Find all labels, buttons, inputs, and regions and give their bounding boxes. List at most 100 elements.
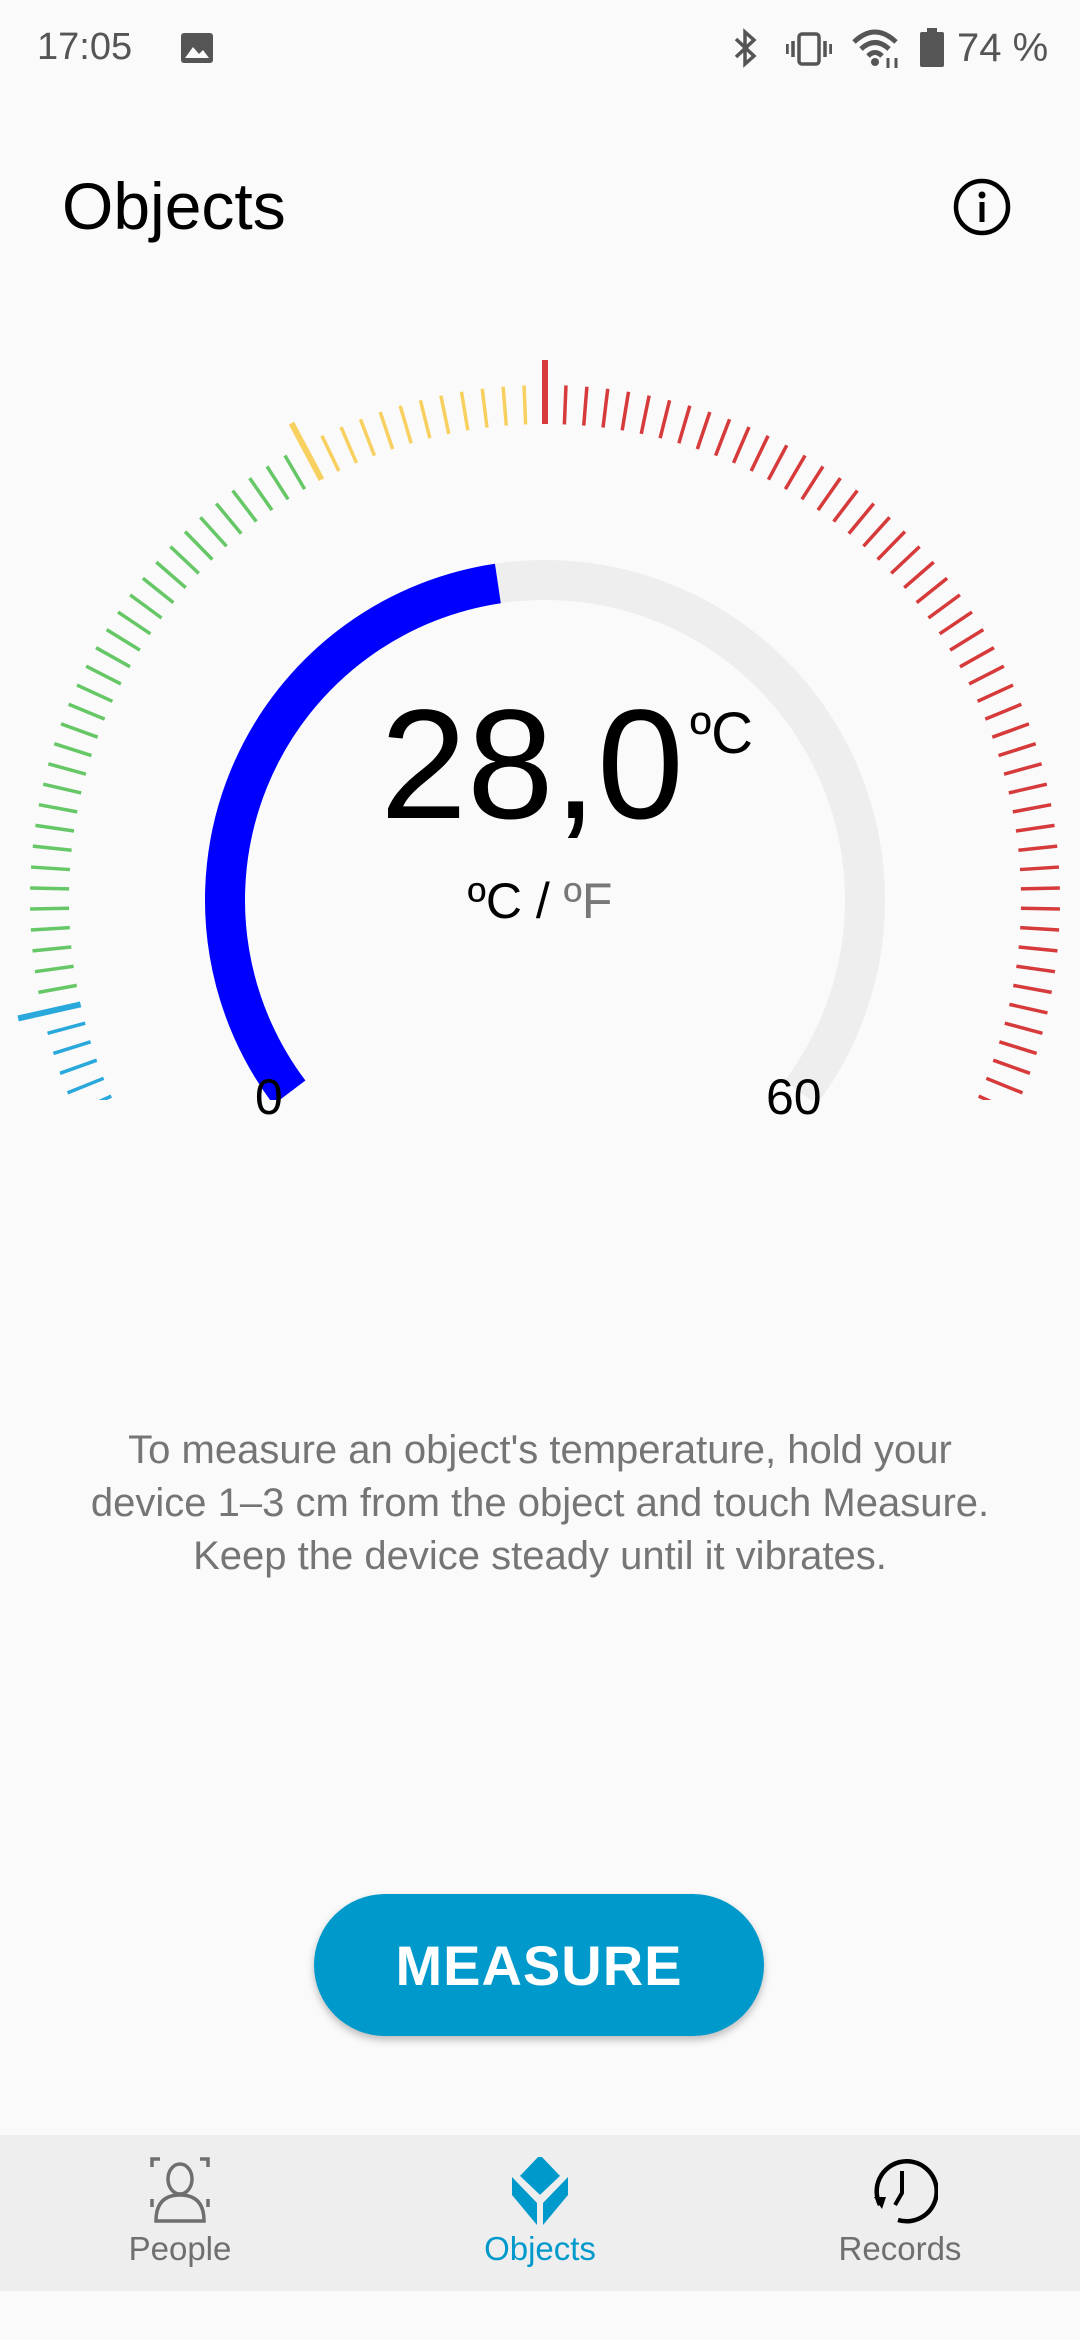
gauge-tick: [1012, 802, 1052, 814]
gauge-tick: [398, 405, 413, 444]
gauge-tick: [30, 906, 70, 911]
gauge-progress-arc: [205, 563, 501, 1100]
bluetooth-icon: [734, 28, 757, 68]
vibrate-icon: [786, 32, 832, 66]
unit-fahrenheit[interactable]: ºF: [563, 873, 613, 929]
gauge-tick: [30, 925, 70, 932]
gauge-tick: [320, 435, 341, 472]
gauge-tick: [1008, 782, 1048, 795]
gauge-tick: [98, 1094, 113, 1100]
gauge-tick: [183, 530, 214, 561]
history-clock-icon: [874, 2159, 938, 2224]
gauge-tick: [639, 395, 651, 435]
gauge-max-label: 60: [766, 1069, 822, 1125]
gauge-tick: [459, 391, 470, 431]
measure-button[interactable]: MEASURE: [314, 1894, 764, 2036]
gauge-tick: [977, 1094, 992, 1100]
gauge-tick: [658, 399, 672, 439]
unit-separator: /: [521, 873, 564, 929]
gauge-tick: [30, 886, 70, 891]
gauge-tick: [984, 702, 1023, 721]
nav-item-objects[interactable]: Objects: [360, 2135, 720, 2291]
gauge-tick: [358, 418, 377, 457]
gauge-tick: [938, 610, 973, 636]
gauge-tick: [731, 426, 751, 464]
gauge-tick: [199, 516, 228, 548]
gauge-tick: [976, 683, 1014, 703]
gauge-tick: [47, 1021, 86, 1035]
person-scan-icon: [150, 2157, 210, 2223]
gauge-tick: [378, 411, 395, 450]
gauge-tick: [1004, 1021, 1043, 1035]
gauge-tick: [60, 722, 99, 739]
gauge-tick: [903, 560, 935, 590]
gauge-tick: [52, 1040, 92, 1056]
gauge-tick: [129, 593, 163, 620]
gauge-tick: [998, 1040, 1038, 1056]
gauge-tick: [766, 444, 789, 481]
nav-item-people[interactable]: People: [0, 2135, 360, 2291]
gauge-tick: [1018, 945, 1058, 953]
gauge-tick: [713, 418, 732, 457]
gauge-tick: [749, 435, 770, 472]
gauge-tick: [562, 385, 568, 425]
gauge-tick: [418, 399, 432, 439]
gauge-tick: [1003, 762, 1043, 776]
page-title: Objects: [62, 169, 286, 243]
gauge-tick: [876, 530, 907, 561]
gauge-tick: [1020, 886, 1060, 891]
gauge-tick: [1009, 1002, 1048, 1015]
info-icon[interactable]: [952, 177, 1012, 237]
gauge-tick: [620, 391, 631, 431]
gauge-tick: [339, 426, 359, 464]
gauge-tick: [85, 664, 122, 686]
gauge-tick: [522, 385, 528, 425]
gauge-tick: [816, 477, 842, 512]
gauge-tick: [42, 782, 82, 795]
reading-unit: ºC: [690, 701, 754, 766]
gauge-tick: [231, 489, 258, 523]
nav-label: Records: [838, 2230, 962, 2267]
temperature-gauge: [17, 360, 1060, 1100]
gauge-tick: [480, 388, 489, 428]
unit-toggle[interactable]: ºC / ºF: [0, 872, 1080, 930]
nav-label: People: [128, 2230, 232, 2267]
gauge-tick: [695, 411, 712, 450]
gauge-min-label: 0: [255, 1069, 283, 1125]
gauge-tick: [862, 516, 891, 548]
gauge-tick: [968, 664, 1005, 686]
gauge-tick: [998, 742, 1037, 758]
gallery-icon: [181, 33, 213, 63]
gauge-tick: [141, 576, 175, 604]
gauge-tick: [991, 722, 1030, 739]
gauge-tick: [47, 762, 87, 776]
gauge-tick: [30, 865, 71, 872]
gauge-tick: [117, 610, 152, 636]
gauge-tick: [581, 386, 589, 426]
gauge-tick: [95, 646, 131, 669]
gauge-tick: [959, 646, 995, 669]
gauge-tick: [59, 1058, 98, 1075]
gauge-tick: [32, 844, 72, 852]
gauge-tick: [283, 454, 307, 491]
gauge-tick: [214, 502, 243, 535]
gauge-tick: [847, 502, 876, 535]
gauge-tick: [677, 405, 692, 444]
gauge-tick: [992, 1058, 1031, 1075]
gauge-tick: [53, 742, 92, 758]
gauge-tick: [1015, 823, 1055, 833]
gauge-ticks: [17, 360, 1060, 1100]
gauge-tick: [35, 823, 75, 833]
gauge-major-tick: [288, 421, 325, 482]
gauge-tick: [1020, 906, 1060, 911]
gauge-tick: [601, 388, 610, 428]
gauge-tick: [800, 465, 825, 501]
gauge-tick: [67, 702, 106, 721]
unit-celsius[interactable]: ºC: [467, 873, 522, 929]
gauge-tick: [38, 983, 78, 995]
nav-item-records[interactable]: Records: [720, 2135, 1080, 2291]
battery-percent: 74 %: [957, 26, 1049, 70]
gauge-tick: [1016, 964, 1056, 974]
nav-label: Objects: [484, 2230, 596, 2267]
gauge-tick: [985, 1076, 1024, 1095]
